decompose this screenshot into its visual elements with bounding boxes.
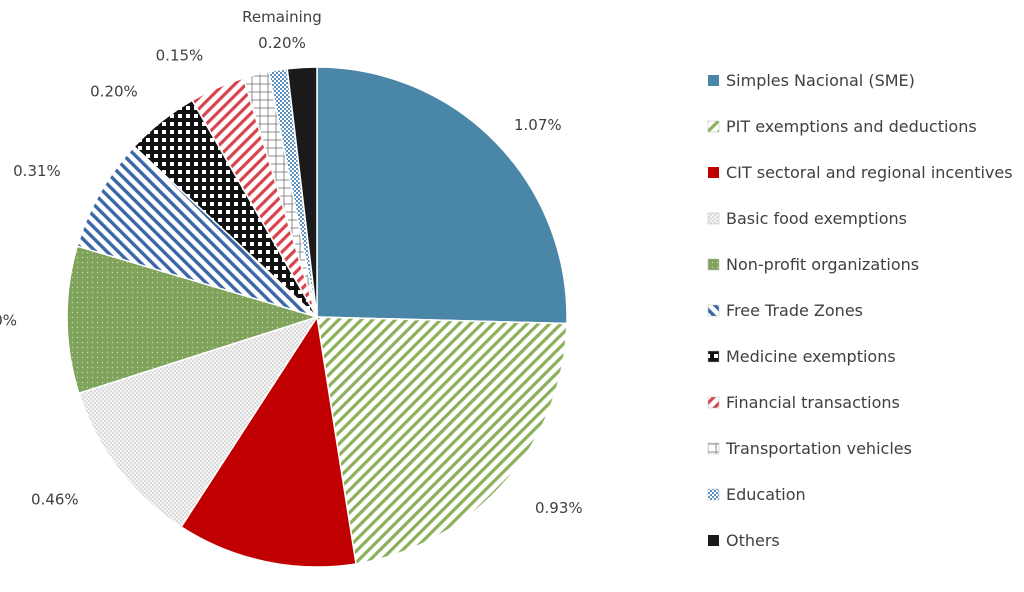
legend-item-education: Education xyxy=(707,485,806,504)
remaining-value: 0.20% xyxy=(258,34,306,52)
legend-item-transportation-vehicles: Transportation vehicles xyxy=(707,439,912,458)
legend-item-basic-food-exemptions: Basic food exemptions xyxy=(707,209,907,228)
legend-item-non-profit-organizations: Non-profit organizations xyxy=(707,255,919,274)
legend-swatch xyxy=(707,488,720,501)
legend-swatch xyxy=(708,167,719,178)
slice-cit-sectoral-and-regional-incentives xyxy=(180,314,357,568)
remaining-label-group: Remaining 0.20% xyxy=(242,8,322,52)
slice-non-profit-organizations xyxy=(66,245,320,395)
legend-label: Medicine exemptions xyxy=(726,347,896,366)
remaining-title: Remaining xyxy=(242,8,322,26)
legend-label: CIT sectoral and regional incentives xyxy=(726,163,1013,182)
slice-label-pit-exemptions-and-deductions: 0.93% xyxy=(535,499,583,517)
slice-free-trade-zones xyxy=(76,145,318,318)
slice-label-financial-transactions: 0.15% xyxy=(156,47,204,65)
legend-label: Others xyxy=(726,531,780,550)
legend: Simples Nacional (SME) PIT exemptions and… xyxy=(707,71,1013,550)
legend-item-simples-nacional-sme: Simples Nacional (SME) xyxy=(708,71,915,90)
legend-swatch xyxy=(707,212,720,225)
legend-label: Financial transactions xyxy=(726,393,900,412)
legend-swatch xyxy=(707,396,720,409)
slice-pit-exemptions-and-deductions xyxy=(316,316,568,565)
legend-item-financial-transactions: Financial transactions xyxy=(707,393,900,412)
legend-swatch xyxy=(707,120,720,133)
legend-label: Basic food exemptions xyxy=(726,209,907,228)
slice-label-free-trade-zones: 0.31% xyxy=(13,162,61,180)
legend-label: Simples Nacional (SME) xyxy=(726,71,915,90)
slice-others xyxy=(286,66,318,318)
legend-swatch xyxy=(708,535,719,546)
legend-label: PIT exemptions and deductions xyxy=(726,117,977,136)
pie-slices xyxy=(66,66,568,568)
legend-item-others: Others xyxy=(708,531,780,550)
legend-label: Transportation vehicles xyxy=(725,439,912,458)
legend-swatch xyxy=(707,258,720,271)
legend-label: Free Trade Zones xyxy=(726,301,863,320)
slice-label-medicine-exemptions: 0.20% xyxy=(90,83,138,101)
legend-item-free-trade-zones: Free Trade Zones xyxy=(707,301,863,320)
slice-label-simples-nacional-sme: 1.07% xyxy=(514,116,562,134)
slice-label-basic-food-exemptions: 0.46% xyxy=(31,490,79,508)
legend-swatch xyxy=(707,442,720,455)
legend-item-cit-sectoral-and-regional-incentives: CIT sectoral and regional incentives xyxy=(708,163,1013,182)
slice-labels: 1.07%0.93%0.49%0.46%0.40%0.31%0.20%0.15% xyxy=(0,47,583,518)
legend-label: Non-profit organizations xyxy=(726,255,919,274)
legend-swatch xyxy=(708,75,719,86)
legend-label: Education xyxy=(726,485,806,504)
legend-item-medicine-exemptions: Medicine exemptions xyxy=(707,347,896,366)
legend-item-pit-exemptions-and-deductions: PIT exemptions and deductions xyxy=(707,117,977,136)
legend-swatch xyxy=(707,304,720,317)
legend-swatch xyxy=(707,350,720,363)
slice-simples-nacional-sme xyxy=(316,66,568,325)
slice-label-non-profit-organizations: 0.40% xyxy=(0,311,17,329)
slice-basic-food-exemptions xyxy=(77,315,319,528)
